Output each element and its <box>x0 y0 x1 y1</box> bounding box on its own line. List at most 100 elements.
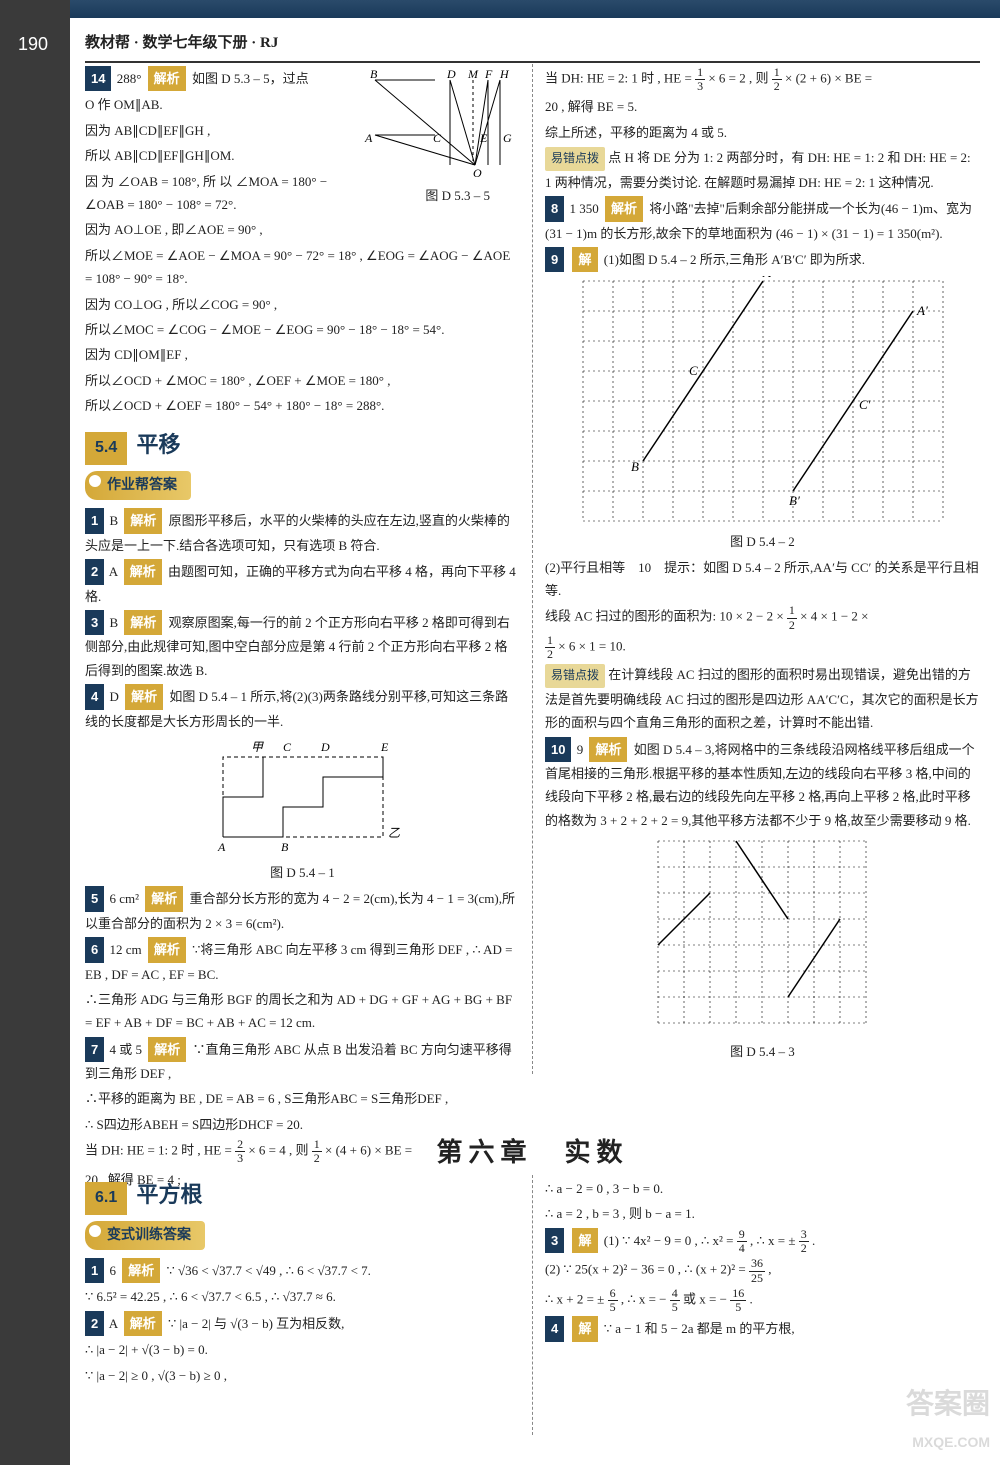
sec61-title: 平方根 <box>137 1182 203 1207</box>
q1-ans: B <box>109 513 118 528</box>
svg-text:B: B <box>281 840 289 854</box>
q4-num: 4 <box>85 684 104 709</box>
left-column: 14 288° 解析 如图 D 5.3 – 5，过点 B D M <box>85 64 520 1193</box>
svg-text:A: A <box>762 276 771 280</box>
fig54-1-cap: 图 D 5.4 – 1 <box>85 861 520 884</box>
bq2-l2: ∴ |a − 2| + √(3 − b) = 0. <box>85 1338 520 1361</box>
q9-l2: (2)平行且相等 10 提示：如图 D 5.4 – 2 所示,AA′与 CC′ … <box>545 556 980 603</box>
fig53-5-cap: 图 D 5.3 – 5 <box>425 184 490 207</box>
jiexi-label: 解析 <box>125 684 163 709</box>
svg-text:C: C <box>283 740 292 754</box>
fig-d54-2: ABCA′B′C′ <box>573 276 953 526</box>
q3-num: 3 <box>85 610 104 635</box>
svg-text:M: M <box>467 70 479 81</box>
bq3-l2a: (2) ∵ 25(x + 2)² − 36 = 0 , ∴ (x + 2)² = <box>545 1262 749 1277</box>
q14-l10: 因为 CD∥OM∥EF , <box>85 343 520 366</box>
svg-text:A: A <box>364 131 373 145</box>
q7c-tip: 点 H 将 DE 分为 1: 2 两部分时，有 DH: HE = 1: 2 和 … <box>545 150 971 190</box>
tip-label: 易错点拨 <box>545 664 605 688</box>
q4-ans: D <box>109 689 118 704</box>
svg-text:C′: C′ <box>859 397 871 412</box>
sec54-title: 平移 <box>137 432 181 457</box>
page-number: 190 <box>18 28 48 60</box>
q10-ans: 9 <box>577 742 584 757</box>
frac-165: 165 <box>730 1287 746 1314</box>
top-bar <box>0 0 1000 18</box>
q7c-l1a: 当 DH: HE = 2: 1 时 , HE = <box>545 71 695 86</box>
frac-94: 94 <box>737 1228 747 1255</box>
svg-text:A: A <box>217 840 226 854</box>
q9-l3b: × 4 × 1 − 2 × <box>800 609 868 624</box>
bq1-ans: 6 <box>109 1263 116 1278</box>
sec61-num: 6.1 <box>85 1182 127 1215</box>
frac-12: 12 <box>787 604 797 631</box>
svg-text:C: C <box>689 363 698 378</box>
q6-l2: ∴三角形 ADG 与三角形 BGF 的周长之和为 AD + DG + GF + … <box>85 988 520 1035</box>
svg-text:乙: 乙 <box>388 826 400 840</box>
sec61-sub: 变式训练答案 <box>85 1221 205 1250</box>
bq2c-l1: ∴ a − 2 = 0 , 3 − b = 0. <box>545 1177 980 1200</box>
q14-l5: 因 为 ∠OAB = 108°, 所 以 ∠MOA = 180° − ∠OAB … <box>85 170 355 217</box>
bq3-l1c: . <box>812 1233 815 1248</box>
svg-text:O: O <box>473 166 482 180</box>
svg-text:D: D <box>320 740 330 754</box>
q14-l11: 所以∠OCD + ∠MOC = 180° , ∠OEF + ∠MOE = 180… <box>85 369 520 392</box>
main-content: 14 288° 解析 如图 D 5.3 – 5，过点 B D M <box>85 64 980 1193</box>
svg-text:A′: A′ <box>916 303 928 318</box>
q3-ans: B <box>109 615 118 630</box>
left-strip <box>0 0 70 1465</box>
jie-label: 解 <box>572 247 597 272</box>
fig-d54-3 <box>648 836 878 1036</box>
q6-ans: 12 cm <box>109 942 141 957</box>
q6-num: 6 <box>85 937 104 962</box>
svg-text:C: C <box>433 131 442 145</box>
frac-32: 32 <box>799 1228 809 1255</box>
jiexi-label: 解析 <box>589 737 627 762</box>
right-column: 当 DH: HE = 2: 1 时 , HE = 13 × 6 = 2 , 则 … <box>545 64 980 1193</box>
frac-45: 45 <box>670 1287 680 1314</box>
svg-text:E: E <box>479 131 488 145</box>
fig-d54-1: 甲 C D E A B 乙 <box>193 737 413 857</box>
q7c-l3: 综上所述，平移的距离为 4 或 5. <box>545 121 980 144</box>
sec54-sub: 作业帮答案 <box>85 471 191 500</box>
q7c-l1b: × 6 = 2 , 则 <box>708 71 768 86</box>
bq3-l3c: 或 x = − <box>683 1292 730 1307</box>
jiexi-label: 解析 <box>148 66 186 91</box>
bq2-l3: ∵ |a − 2| ≥ 0 , √(3 − b) ≥ 0 , <box>85 1364 520 1387</box>
q2-ans: A <box>109 564 118 579</box>
bq2-ans: A <box>109 1316 118 1331</box>
bottom-content: 6.1 平方根 变式训练答案 1 6 解析 ∵ √36 < √37.7 < √4… <box>85 1175 980 1435</box>
q7-ans: 4 或 5 <box>109 1042 142 1057</box>
fig54-3-cap: 图 D 5.4 – 3 <box>545 1040 980 1063</box>
q14-l1: 如图 D 5.3 – 5，过点 <box>192 71 309 86</box>
jiexi-label: 解析 <box>124 610 162 635</box>
watermark: 答案圈 MXQE.COM <box>906 1379 990 1455</box>
q7-l2: ∴平移的距离为 BE , DE = AB = 6 , S三角形ABC = S三角… <box>85 1087 520 1110</box>
bq3-num: 3 <box>545 1228 564 1253</box>
bq2-num: 2 <box>85 1311 104 1336</box>
sec54-num: 5.4 <box>85 432 127 465</box>
bottom-left-column: 6.1 平方根 变式训练答案 1 6 解析 ∵ √36 < √37.7 < √4… <box>85 1175 520 1435</box>
bq1-l2: ∵ 6.5² = 42.25 , ∴ 6 < √37.7 < 6.5 , ∴ √… <box>85 1285 520 1308</box>
frac-12: 12 <box>545 634 555 661</box>
q9-tip: 在计算线段 AC 扫过的图形的面积时易出现错误，避免出错的方法是首先要明确线段 … <box>545 667 979 730</box>
bq2c-l2: ∴ a = 2 , b = 3 , 则 b − a = 1. <box>545 1202 980 1225</box>
svg-text:E: E <box>380 740 389 754</box>
q9-l3c: × 6 × 1 = 10. <box>558 639 626 654</box>
fig-d53-5: B D M F H A C E G O <box>355 70 520 180</box>
svg-text:B: B <box>370 70 378 81</box>
q10-num: 10 <box>545 737 571 762</box>
bq3-l3b: , ∴ x = − <box>621 1292 670 1307</box>
bq3-l3a: ∴ x + 2 = ± <box>545 1292 608 1307</box>
watermark-sub: MXQE.COM <box>906 1430 990 1455</box>
jie-label: 解 <box>572 1316 597 1341</box>
jiexi-label: 解析 <box>124 1311 162 1336</box>
svg-text:F: F <box>484 70 493 81</box>
jiexi-label: 解析 <box>124 559 162 584</box>
q5-ans: 6 cm² <box>109 891 139 906</box>
q8-num: 8 <box>545 196 564 221</box>
column-divider-2 <box>532 1175 533 1435</box>
q9-num: 9 <box>545 247 564 272</box>
svg-text:甲: 甲 <box>251 740 264 754</box>
q2-num: 2 <box>85 559 104 584</box>
